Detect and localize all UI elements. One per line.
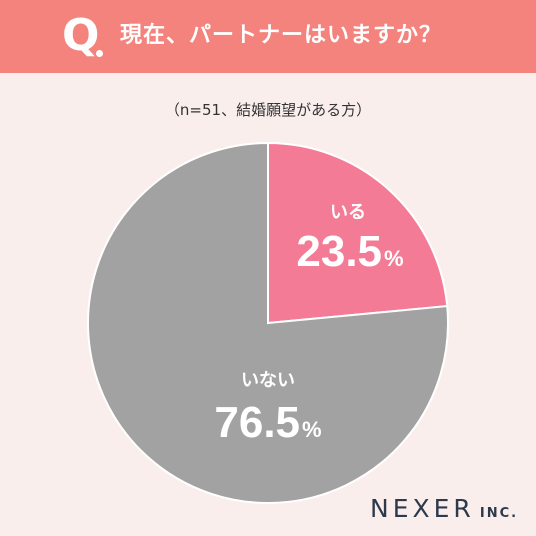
pie-slice-0 [267,141,449,325]
q-dot-icon [96,50,103,57]
brand-suffix: INC. [479,506,519,521]
pie-slice-1 [87,141,449,504]
header-banner: Q 現在、パートナーはいますか？ [0,0,536,73]
slice-value-0: 23.5% [296,227,403,276]
brand-logo: NEXER INC. [370,494,518,523]
brand-name: NEXER [370,494,475,523]
q-mark: Q [62,10,100,61]
slice-value-1: 76.5% [214,398,321,447]
slice-label-0: いる [330,202,366,223]
sample-note: （n=51、結婚願望がある方） [164,101,372,119]
question-title: 現在、パートナーはいますか？ [120,23,443,48]
slice-label-1: いない [241,370,295,391]
